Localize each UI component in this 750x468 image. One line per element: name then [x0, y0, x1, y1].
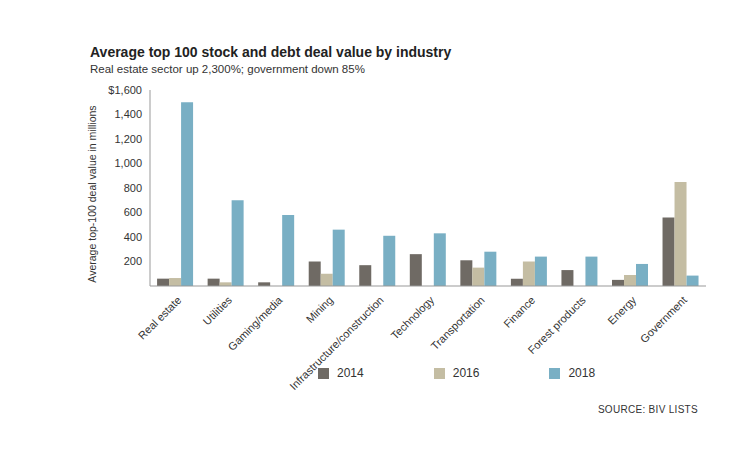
svg-text:800: 800 [124, 182, 142, 194]
svg-text:600: 600 [124, 206, 142, 218]
svg-text:400: 400 [124, 231, 142, 243]
svg-text:Technology: Technology [388, 293, 436, 341]
svg-text:Gaming/media: Gaming/media [226, 293, 286, 353]
svg-text:$1,600: $1,600 [108, 84, 142, 96]
svg-text:Utilities: Utilities [201, 293, 235, 327]
svg-text:Mining: Mining [304, 294, 335, 325]
svg-text:Forest products: Forest products [525, 293, 588, 356]
svg-text:Finance: Finance [501, 294, 537, 330]
svg-text:Infrastructure/construction: Infrastructure/construction [287, 294, 385, 392]
svg-text:Real estate: Real estate [136, 294, 184, 342]
svg-text:Transportation: Transportation [428, 294, 486, 352]
svg-text:1,400: 1,400 [114, 108, 142, 120]
svg-text:1,200: 1,200 [114, 133, 142, 145]
svg-text:Government: Government [638, 294, 689, 345]
svg-text:200: 200 [124, 255, 142, 267]
svg-text:1,000: 1,000 [114, 157, 142, 169]
svg-text:Energy: Energy [605, 293, 638, 326]
